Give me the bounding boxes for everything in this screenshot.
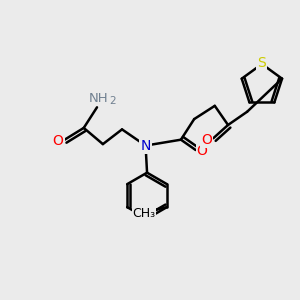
Text: 2: 2 <box>109 96 116 106</box>
Text: O: O <box>197 145 208 158</box>
Text: NH: NH <box>89 92 108 105</box>
Text: N: N <box>140 139 151 153</box>
Text: CH₃: CH₃ <box>133 206 156 220</box>
Text: S: S <box>257 56 266 70</box>
Text: O: O <box>201 133 212 147</box>
Text: O: O <box>53 134 64 148</box>
